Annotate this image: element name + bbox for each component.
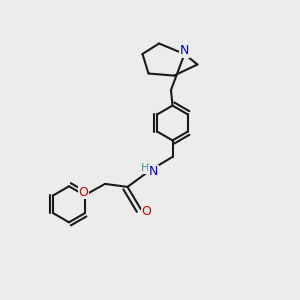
Text: O: O <box>78 186 88 199</box>
Text: O: O <box>142 205 151 218</box>
Text: N: N <box>180 44 189 58</box>
Text: N: N <box>149 165 158 178</box>
Text: H: H <box>140 163 149 173</box>
